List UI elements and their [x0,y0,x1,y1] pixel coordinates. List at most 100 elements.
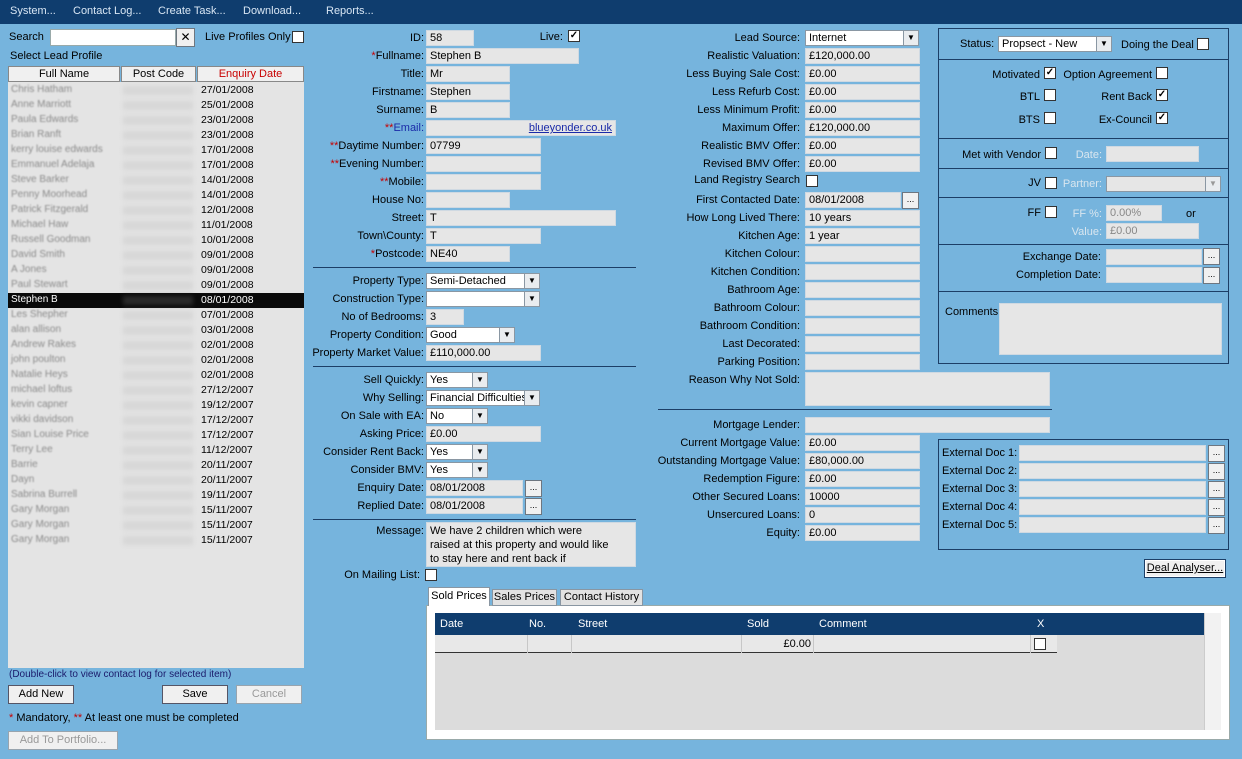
column-enquiry-date[interactable]: Enquiry Date [197,66,304,82]
enquiry-date-picker[interactable]: ... [525,480,542,497]
list-item[interactable]: Anne Marriott 25/01/2008 [8,98,304,113]
external-doc-3-input[interactable] [1019,481,1206,497]
list-item[interactable]: Gary Morgan 15/11/2007 [8,533,304,548]
list-item[interactable]: john poulton 02/01/2008 [8,353,304,368]
list-item[interactable]: Natalie Heys 02/01/2008 [8,368,304,383]
external-doc-5-input[interactable] [1019,517,1206,533]
property-type-select[interactable]: Semi-Detached ▼ [426,273,540,289]
external-doc-4-browse[interactable]: ... [1208,499,1225,516]
land-registry-checkbox[interactable] [806,175,818,187]
list-item[interactable]: Patrick Fitzgerald 12/01/2008 [8,203,304,218]
list-item[interactable]: David Smith 09/01/2008 [8,248,304,263]
evening-input[interactable] [426,156,541,172]
surname-input[interactable]: B [426,102,510,118]
live-profiles-checkbox[interactable] [292,31,304,43]
list-item[interactable]: Gary Morgan 15/11/2007 [8,518,304,533]
town-input[interactable]: T [426,228,541,244]
list-item[interactable]: alan allison 03/01/2008 [8,323,304,338]
condition-select[interactable]: Good ▼ [426,327,515,343]
fullname-input[interactable]: Stephen B [426,48,579,64]
menu-contact-log[interactable]: Contact Log... [73,5,142,17]
clear-search-button[interactable]: ✕ [176,28,195,47]
external-doc-5-browse[interactable]: ... [1208,517,1225,534]
current-mortgage-input[interactable]: £0.00 [805,435,920,451]
add-to-portfolio-button[interactable]: Add To Portfolio... [8,731,118,750]
ex-council-checkbox[interactable]: ✓ [1156,112,1168,124]
exchange-date-picker[interactable]: ... [1203,248,1220,265]
list-item[interactable]: Sabrina Burrell 19/11/2007 [8,488,304,503]
menu-system[interactable]: System... [10,5,56,17]
grid-col-comment[interactable]: Comment [819,618,867,630]
realistic-bmv-input[interactable]: £0.00 [805,138,920,154]
ff-percent-input[interactable]: 0.00% [1106,205,1162,221]
grid-col-x[interactable]: X [1037,618,1045,630]
secured-loans-input[interactable]: 10000 [805,489,920,505]
list-item[interactable]: Steve Barker 14/01/2008 [8,173,304,188]
met-date-input[interactable] [1106,146,1199,162]
column-fullname[interactable]: Full Name [8,66,120,82]
bedrooms-input[interactable]: 3 [426,309,464,325]
ff-value-input[interactable]: £0.00 [1106,223,1199,239]
parking-input[interactable] [805,354,920,370]
status-select[interactable]: Propsect - New ▼ [998,36,1112,52]
list-item[interactable]: vikki davidson 17/12/2007 [8,413,304,428]
completion-date-input[interactable] [1106,267,1202,283]
how-long-input[interactable]: 10 years [805,210,920,226]
ff-checkbox[interactable] [1045,206,1057,218]
kitchen-colour-input[interactable] [805,246,920,262]
less-buying-input[interactable]: £0.00 [805,66,920,82]
list-item[interactable]: Sian Louise Price 17/12/2007 [8,428,304,443]
live-checkbox[interactable]: ✓ [568,30,580,42]
tab-sales-prices[interactable]: Sales Prices [492,589,557,606]
list-item[interactable]: Paula Edwards 23/01/2008 [8,113,304,128]
table-row[interactable] [435,635,1057,653]
completion-date-picker[interactable]: ... [1203,267,1220,284]
list-item[interactable]: A Jones 09/01/2008 [8,263,304,278]
grid-scrollbar[interactable] [1204,613,1221,730]
comments-textarea[interactable] [999,303,1222,355]
grid-col-sold[interactable]: Sold [747,618,770,630]
list-item[interactable]: kevin capner 19/12/2007 [8,398,304,413]
external-doc-2-browse[interactable]: ... [1208,463,1225,480]
less-min-profit-input[interactable]: £0.00 [805,102,920,118]
list-item[interactable]: Barrie 20/11/2007 [8,458,304,473]
daytime-input[interactable]: 07799 [426,138,541,154]
list-item[interactable]: michael loftus 27/12/2007 [8,383,304,398]
consider-bmv-select[interactable]: Yes ▼ [426,462,488,478]
rent-back-checkbox[interactable]: ✓ [1156,89,1168,101]
firstname-input[interactable]: Stephen [426,84,510,100]
tab-sold-prices[interactable]: Sold Prices [428,587,490,606]
outstanding-mortgage-input[interactable]: £80,000.00 [805,453,920,469]
list-item[interactable]: kerry louise edwards 17/01/2008 [8,143,304,158]
on-sale-ea-select[interactable]: No ▼ [426,408,488,424]
grid-col-street[interactable]: Street [578,618,608,630]
realistic-valuation-input[interactable]: £120,000.00 [805,48,920,64]
external-doc-1-input[interactable] [1019,445,1206,461]
houseno-input[interactable] [426,192,510,208]
mortgage-lender-input[interactable] [805,417,1050,433]
enquiry-date-input[interactable]: 08/01/2008 [426,480,523,496]
max-offer-input[interactable]: £120,000.00 [805,120,920,136]
save-button[interactable]: Save [162,685,228,704]
last-decorated-input[interactable] [805,336,920,352]
list-item[interactable]: Chris Hatham 27/01/2008 [8,83,304,98]
bathroom-age-input[interactable] [805,282,920,298]
grid-col-date[interactable]: Date [440,618,464,630]
add-new-button[interactable]: Add New [8,685,74,704]
jv-checkbox[interactable] [1045,177,1057,189]
message-textarea[interactable]: We have 2 children which were raised at t… [426,522,636,567]
motivated-checkbox[interactable]: ✓ [1044,67,1056,79]
list-item[interactable]: Gary Morgan 15/11/2007 [8,503,304,518]
postcode-input[interactable]: NE40 [426,246,510,262]
less-refurb-input[interactable]: £0.00 [805,84,920,100]
asking-price-input[interactable]: £0.00 [426,426,541,442]
redemption-input[interactable]: £0.00 [805,471,920,487]
grid-col-no[interactable]: No. [529,618,547,630]
email-input[interactable]: blueyonder.co.uk [426,120,616,136]
external-doc-1-browse[interactable]: ... [1208,445,1225,462]
lead-list[interactable]: Chris Hatham 27/01/2008 Anne Marriott 25/01… [8,82,304,668]
search-input[interactable] [50,29,176,46]
street-input[interactable]: T [426,210,616,226]
list-item[interactable]: Russell Goodman 10/01/2008 [8,233,304,248]
list-item[interactable]: Dayn 20/11/2007 [8,473,304,488]
